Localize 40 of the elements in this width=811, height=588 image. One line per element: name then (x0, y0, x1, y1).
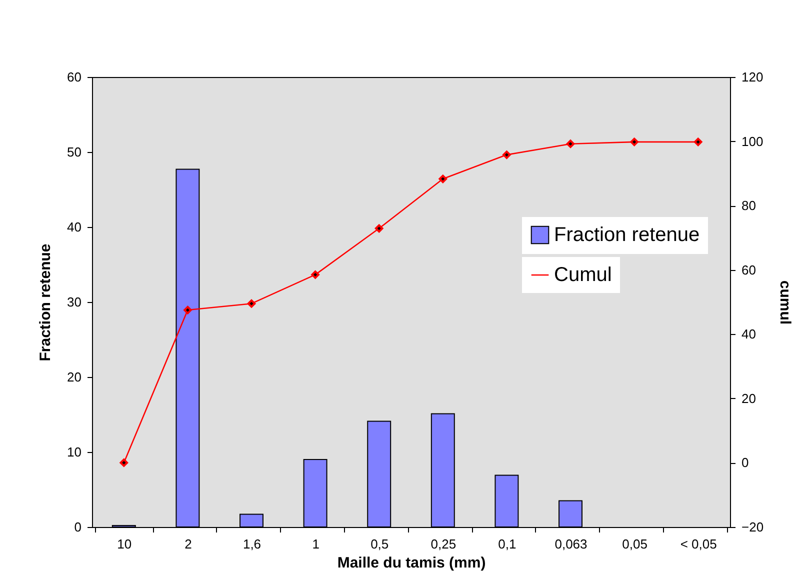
point (502, 150, 511, 159)
y-tick-label: 40 (67, 220, 82, 234)
x-tick-label: 0,063 (554, 536, 588, 552)
y-axis-title: Fraction retenue (37, 244, 54, 362)
point (184, 306, 192, 314)
y-tick-label: 50 (67, 144, 82, 160)
y2-tick-label: −20 (742, 520, 764, 534)
point (120, 458, 128, 467)
y2-tick-label: 40 (742, 326, 756, 342)
x-tick-label: 1,6 (242, 536, 262, 552)
x-tick-label: 0,05 (622, 536, 648, 552)
point (374, 224, 384, 233)
y-tick-label: 10 (67, 444, 82, 460)
point (566, 140, 575, 148)
y2-tick-label: 80 (742, 198, 756, 214)
legend-label: Cumul (554, 264, 612, 286)
y-tick-label: 0 (74, 520, 82, 534)
y2-tick-label: 20 (742, 390, 756, 406)
y-tick-label: 30 (67, 294, 82, 310)
y2-axis-title: cumul (776, 280, 794, 325)
x-tick-label: < 0,05 (680, 536, 717, 552)
x-tick-label: 2 (184, 536, 192, 552)
x-tick-label: 0,1 (498, 536, 516, 552)
y-tick-label: 60 (67, 70, 82, 84)
y2-tick-label: 60 (742, 262, 756, 278)
y2-tick-label: 0 (742, 455, 749, 470)
point (438, 174, 448, 184)
point (630, 138, 638, 146)
x-tick-label: 0,5 (370, 536, 389, 552)
point (311, 270, 320, 279)
x-tick-label: 1 (312, 536, 320, 552)
legend-label: Fraction retenue (554, 224, 700, 246)
x-axis-title: Maille du tamis (mm) (337, 554, 486, 572)
point (247, 299, 256, 308)
x-tick-label: 10 (117, 536, 132, 552)
y-tick-label: 20 (67, 370, 82, 384)
point (694, 138, 702, 146)
y2-tick-label: 120 (742, 70, 764, 84)
x-tick-label: 0,25 (430, 536, 456, 552)
y2-tick-label: 100 (742, 134, 764, 149)
